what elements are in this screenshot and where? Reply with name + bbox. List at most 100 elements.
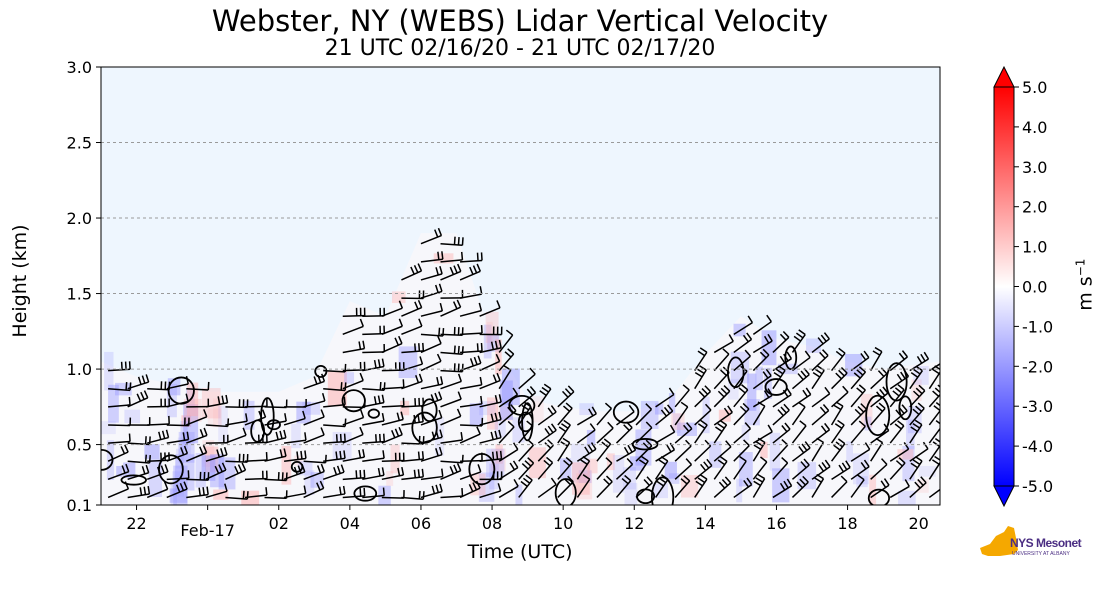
velocity-patch — [218, 405, 228, 442]
wind-barb — [713, 446, 732, 462]
wind-barb-flag — [753, 480, 761, 487]
wind-barb-flag — [547, 425, 554, 434]
wind-barb-flag — [550, 423, 557, 431]
wind-barb-flag — [342, 485, 346, 495]
velocity-patch — [391, 291, 406, 304]
wind-barb-flag — [490, 431, 494, 440]
wind-barb — [342, 325, 364, 336]
velocity-patch — [433, 253, 454, 264]
wind-barb-flag — [504, 351, 512, 358]
wind-barb — [772, 485, 792, 499]
wind-barb — [205, 469, 227, 481]
velocity-patch — [612, 455, 625, 493]
wind-barb-flag — [158, 431, 162, 440]
wind-barb-flag — [319, 480, 325, 489]
wind-barb-flag — [139, 487, 143, 496]
wind-barb-flag — [529, 367, 536, 375]
wind-barb-flag — [225, 394, 229, 403]
wind-barb-flag — [246, 491, 249, 500]
wind-barb-flag — [494, 395, 498, 404]
wind-barb-flag — [804, 350, 811, 358]
wind-barb-flag — [422, 342, 425, 351]
wind-barb-flag — [641, 455, 649, 462]
wind-barb — [362, 457, 385, 462]
wind-barb-flag — [492, 374, 498, 383]
wind-barb-flag — [180, 447, 185, 456]
wind-barb-flag — [580, 459, 588, 465]
wind-barb-flag — [340, 464, 345, 473]
wind-barb — [166, 383, 189, 390]
wind-barb — [811, 410, 830, 426]
wind-barb-flag — [838, 347, 846, 354]
wind-barb — [928, 363, 940, 372]
wind-barb — [459, 309, 482, 317]
wind-barb — [244, 477, 267, 481]
contour — [636, 488, 656, 505]
velocity-patch — [144, 444, 160, 459]
wind-barb — [498, 426, 515, 444]
wind-barb-flag — [704, 385, 712, 393]
wind-barb — [713, 411, 733, 426]
wind-barb-flag — [147, 486, 151, 495]
wind-barb — [733, 460, 747, 480]
wind-barb — [440, 469, 462, 481]
wind-barb — [440, 398, 462, 408]
wind-barb — [909, 448, 929, 462]
wind-barb-flag — [507, 420, 515, 428]
wind-barb-flag — [279, 449, 283, 458]
wind-barb-flag — [453, 265, 458, 274]
wind-barb-flag — [397, 467, 401, 476]
wind-barb-flag — [477, 355, 482, 364]
wind-barb-flag — [435, 484, 440, 493]
colorbar — [994, 87, 1014, 486]
wind-barb — [362, 494, 385, 499]
wind-barb-flag — [183, 445, 189, 454]
wind-barb-flag — [510, 404, 517, 412]
y-tick-label: 2.0 — [67, 209, 92, 228]
wind-barb-flag — [814, 477, 822, 483]
wind-barb — [401, 458, 424, 462]
wind-barb — [108, 404, 131, 408]
wind-barb — [362, 440, 385, 444]
wind-barb — [342, 433, 364, 444]
wind-barb-flag — [183, 481, 188, 490]
wind-barb-flag — [558, 426, 567, 433]
wind-barb — [772, 428, 791, 444]
wind-barb-flag — [753, 444, 762, 450]
wind-barb-flag — [944, 352, 948, 359]
wind-barb-flag — [297, 465, 302, 474]
wind-barb-flag — [161, 430, 166, 439]
contour — [885, 362, 908, 402]
wind-barb-flag — [545, 456, 554, 464]
wind-barb-flag — [441, 251, 444, 260]
velocity-patch — [755, 366, 763, 391]
wind-barb-flag — [935, 420, 940, 425]
velocity-patch — [898, 490, 916, 505]
wind-barb — [889, 410, 908, 426]
wind-barb-flag — [335, 451, 338, 460]
wind-barb-flag — [934, 455, 940, 461]
wind-barb — [694, 369, 707, 390]
nys-mesonet-logo — [978, 522, 1080, 568]
wind-barb-flag — [373, 396, 377, 405]
wind-barb-flag — [918, 384, 926, 392]
wind-barb — [283, 492, 306, 499]
wind-barb-flag — [699, 347, 708, 353]
wind-barb-flag — [522, 477, 531, 484]
wind-barb — [498, 448, 519, 462]
wind-barb-flag — [507, 348, 515, 355]
wind-barb-flag — [543, 459, 551, 467]
wind-barb-flag — [434, 284, 439, 293]
wind-barb — [733, 484, 753, 499]
wind-barb-flag — [223, 446, 228, 456]
wind-barb — [401, 350, 424, 354]
wind-barb-flag — [136, 393, 142, 402]
wind-barb-flag — [739, 405, 747, 413]
wind-barb — [420, 342, 442, 354]
wind-barb — [459, 293, 482, 299]
wind-barb-flag — [129, 382, 132, 391]
wind-barb — [401, 380, 423, 390]
wind-barb — [225, 434, 247, 444]
wind-barb-flag — [524, 460, 532, 467]
wind-barb-flag — [198, 487, 201, 496]
